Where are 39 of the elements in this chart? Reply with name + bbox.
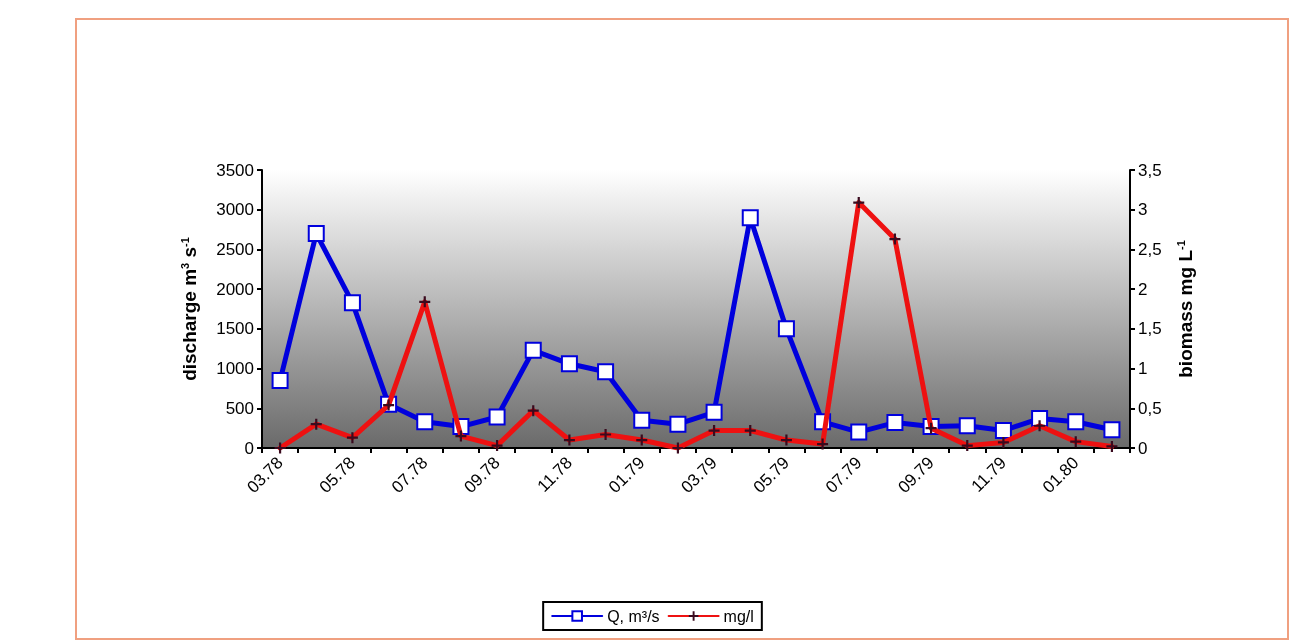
point: [886, 414, 904, 432]
y-tick-label: 3500: [216, 160, 254, 180]
y-tick-label: 1500: [216, 319, 254, 339]
y-tick-label: 0: [244, 438, 254, 458]
point: [343, 294, 361, 312]
y2-tick-label: 0: [1138, 438, 1148, 458]
y2-tick-label: 2: [1138, 279, 1148, 299]
y2-tick-label: 3: [1138, 200, 1148, 220]
y2-tick-label: 1: [1138, 359, 1148, 379]
y-tick-label: 3000: [216, 200, 254, 220]
point: [850, 423, 868, 441]
point: [633, 411, 651, 429]
point: [597, 363, 615, 381]
point: [1103, 421, 1121, 439]
y-tick-label: 1000: [216, 359, 254, 379]
y2-tick-label: 1,5: [1138, 319, 1162, 339]
y-tick-label: 2000: [216, 279, 254, 299]
point: [994, 422, 1012, 440]
point: [958, 417, 976, 435]
point: [307, 225, 325, 243]
point: [560, 355, 578, 373]
y-tick-label: 500: [225, 398, 254, 418]
y2-axis-title: biomass mg L-1: [1174, 240, 1196, 378]
y2-tick-label: 3,5: [1138, 160, 1162, 180]
legend-label: Q, m³/s: [607, 607, 660, 625]
point: [741, 209, 759, 227]
point: [416, 413, 434, 431]
y-axis-title: discharge m3 s-1: [178, 237, 200, 381]
y2-tick-label: 2,5: [1138, 239, 1162, 259]
y2-tick-label: 0,5: [1138, 398, 1162, 418]
point: [524, 341, 542, 359]
point: [777, 320, 795, 338]
point: [705, 403, 723, 421]
legend-label: mg/l: [723, 607, 754, 625]
point: [271, 371, 289, 389]
point: [488, 408, 506, 426]
point: [669, 415, 687, 433]
point: [1067, 413, 1085, 431]
y-tick-label: 2500: [216, 239, 254, 259]
